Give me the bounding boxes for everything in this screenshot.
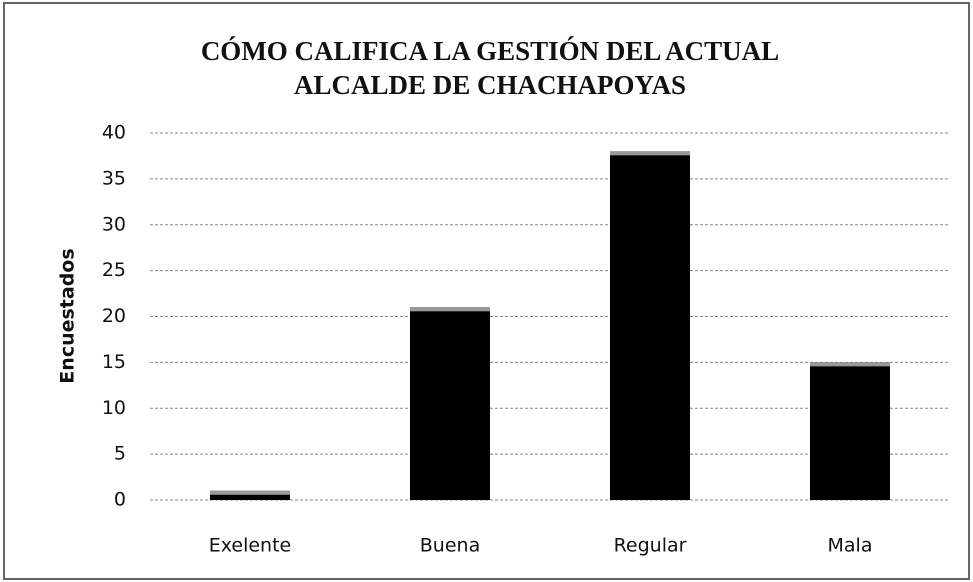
chart-title: CÓMO CALIFICA LA GESTIÓN DEL ACTUAL ALCA… xyxy=(200,36,780,100)
x-tick-label: Mala xyxy=(828,535,873,557)
x-tick-label: Exelente xyxy=(209,535,292,557)
bar-top xyxy=(810,362,890,367)
y-tick-label: 0 xyxy=(114,489,126,511)
y-tick-label: 35 xyxy=(102,167,126,189)
bar xyxy=(610,151,690,500)
x-tick-label: Buena xyxy=(420,535,480,557)
bar-top xyxy=(210,490,290,495)
y-axis-label: Encuestados xyxy=(57,248,79,383)
y-tick-label: 25 xyxy=(102,259,126,281)
y-tick-label: 10 xyxy=(102,397,126,419)
x-tick-label: Regular xyxy=(614,535,687,557)
y-tick-label: 15 xyxy=(102,351,126,373)
bar-top xyxy=(610,151,690,156)
y-tick-label: 40 xyxy=(102,122,126,144)
y-tick-label: 20 xyxy=(102,305,126,327)
bar xyxy=(810,362,890,500)
bar xyxy=(210,490,290,500)
bar-top xyxy=(410,307,490,312)
y-tick-label: 5 xyxy=(114,443,126,465)
frame xyxy=(3,2,970,580)
y-tick-label: 30 xyxy=(102,213,126,235)
bar xyxy=(410,307,490,500)
